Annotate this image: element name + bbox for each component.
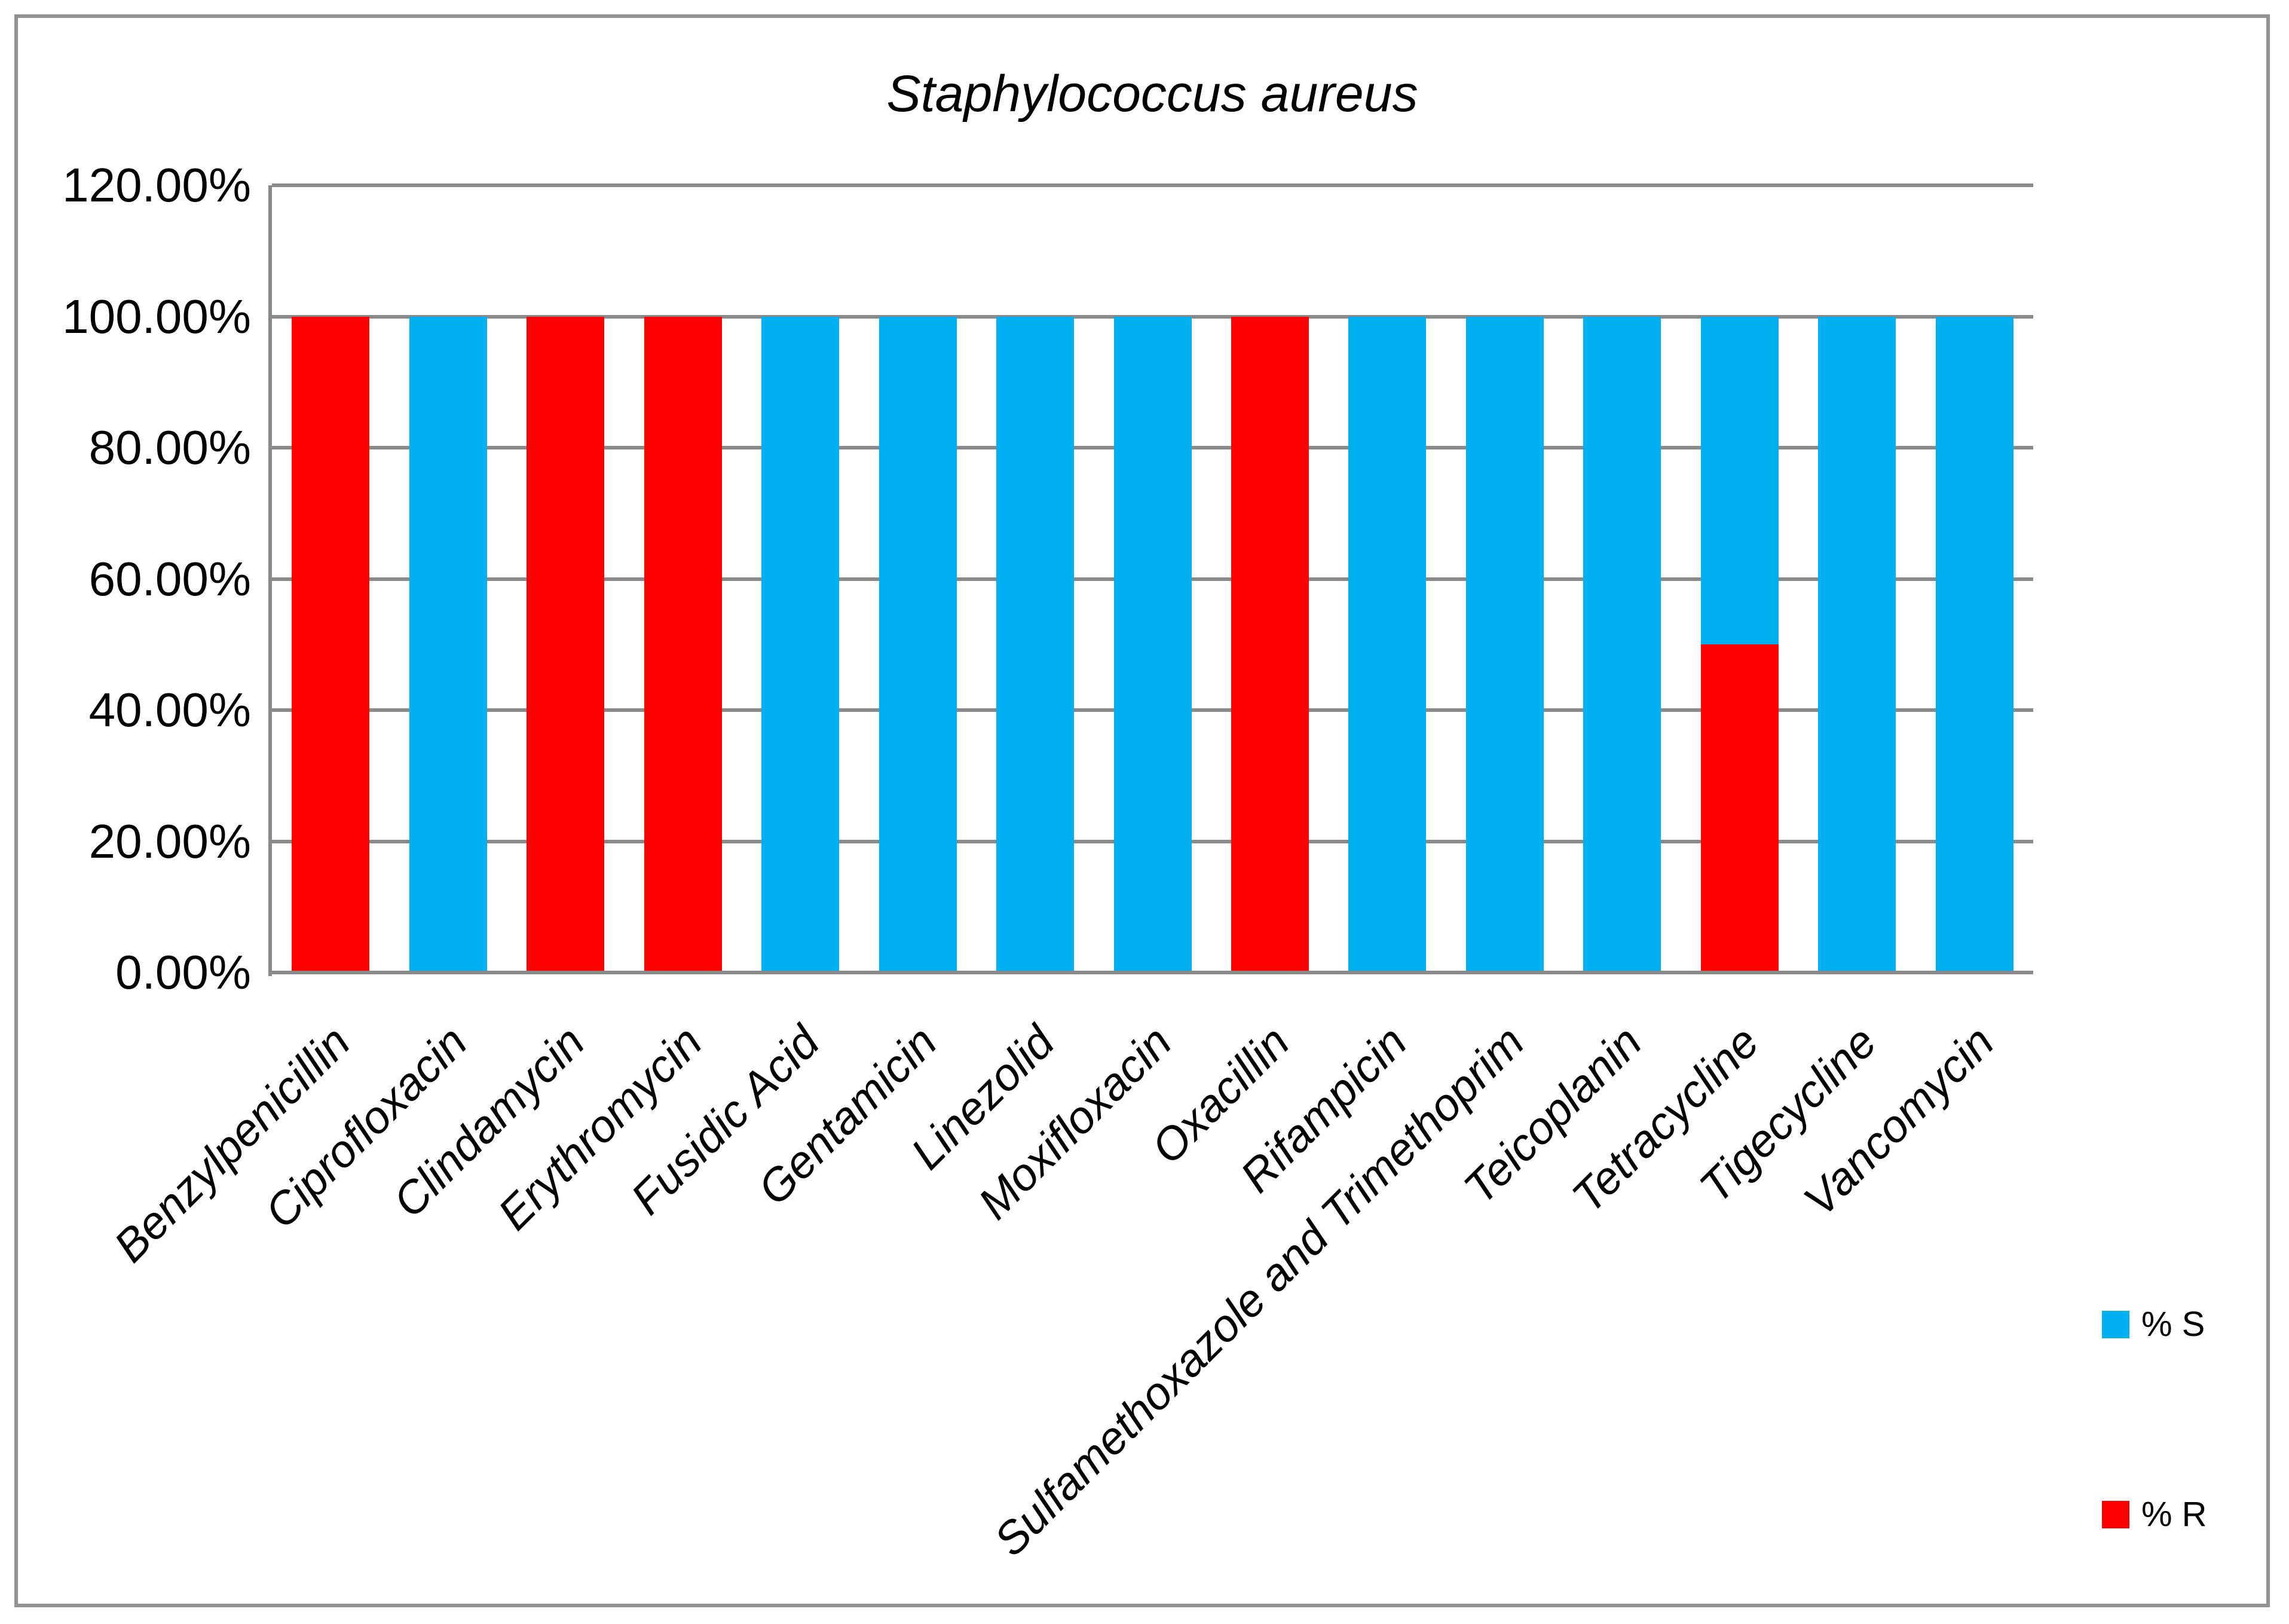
x-axis-line: [268, 971, 2033, 974]
bar-tetracycline: [1700, 316, 1779, 972]
y-tick-label: 40.00%: [88, 683, 251, 736]
bar-erythromycin: [644, 316, 722, 972]
bar-segment-r: [1700, 644, 1779, 972]
bar-fusidic-acid: [761, 316, 840, 972]
bar-ciprofloxacin: [409, 316, 487, 972]
bar-vancomycin: [1935, 316, 2013, 972]
bar-segment-r: [644, 316, 722, 972]
bar-segment-r: [292, 316, 370, 972]
legend-swatch-r: [2102, 1501, 2129, 1528]
y-tick-label: 120.00%: [62, 158, 251, 212]
bar-rifampicin: [1348, 316, 1427, 972]
chart-border-frame: [14, 14, 2270, 1607]
legend-label-s: % S: [2141, 1305, 2205, 1344]
bar-oxacillin: [1231, 316, 1309, 972]
legend-swatch-s: [2102, 1311, 2129, 1338]
chart-title: Staphylococcus aureus: [886, 65, 1418, 123]
legend-item-susceptible: % S: [2102, 1307, 2205, 1342]
y-tick-label: 100.00%: [62, 289, 251, 343]
y-tick-label: 0.00%: [115, 946, 251, 999]
bar-segment-s: [1583, 316, 1661, 972]
bar-segment-s: [1935, 316, 2013, 972]
bar-segment-s: [1700, 316, 1779, 645]
bar-segment-s: [409, 316, 487, 972]
bar-segment-s: [1348, 316, 1427, 972]
bar-segment-r: [527, 316, 605, 972]
bar-tigecycline: [1818, 316, 1896, 972]
bar-clindamycin: [527, 316, 605, 972]
y-tick-label: 60.00%: [88, 552, 251, 605]
bar-segment-s: [1113, 316, 1192, 972]
bar-segment-r: [1231, 316, 1309, 972]
bar-segment-s: [1818, 316, 1896, 972]
bar-segment-s: [996, 316, 1075, 972]
y-tick-label: 20.00%: [88, 814, 251, 868]
bar-sulfamethoxazole-and-trimethoprim: [1465, 316, 1544, 972]
legend-label-r: % R: [2141, 1495, 2207, 1534]
bar-segment-s: [761, 316, 840, 972]
bar-linezolid: [996, 316, 1075, 972]
gridline-120pct: [272, 183, 2033, 187]
bar-benzylpenicillin: [292, 316, 370, 972]
bar-moxifloxacin: [1113, 316, 1192, 972]
bar-segment-s: [1465, 316, 1544, 972]
legend-item-resistant: % R: [2102, 1497, 2207, 1532]
bar-gentamicin: [879, 316, 957, 972]
bar-segment-s: [879, 316, 957, 972]
bar-teicoplanin: [1583, 316, 1661, 972]
y-axis-line: [268, 185, 272, 976]
y-tick-label: 80.00%: [88, 421, 251, 474]
